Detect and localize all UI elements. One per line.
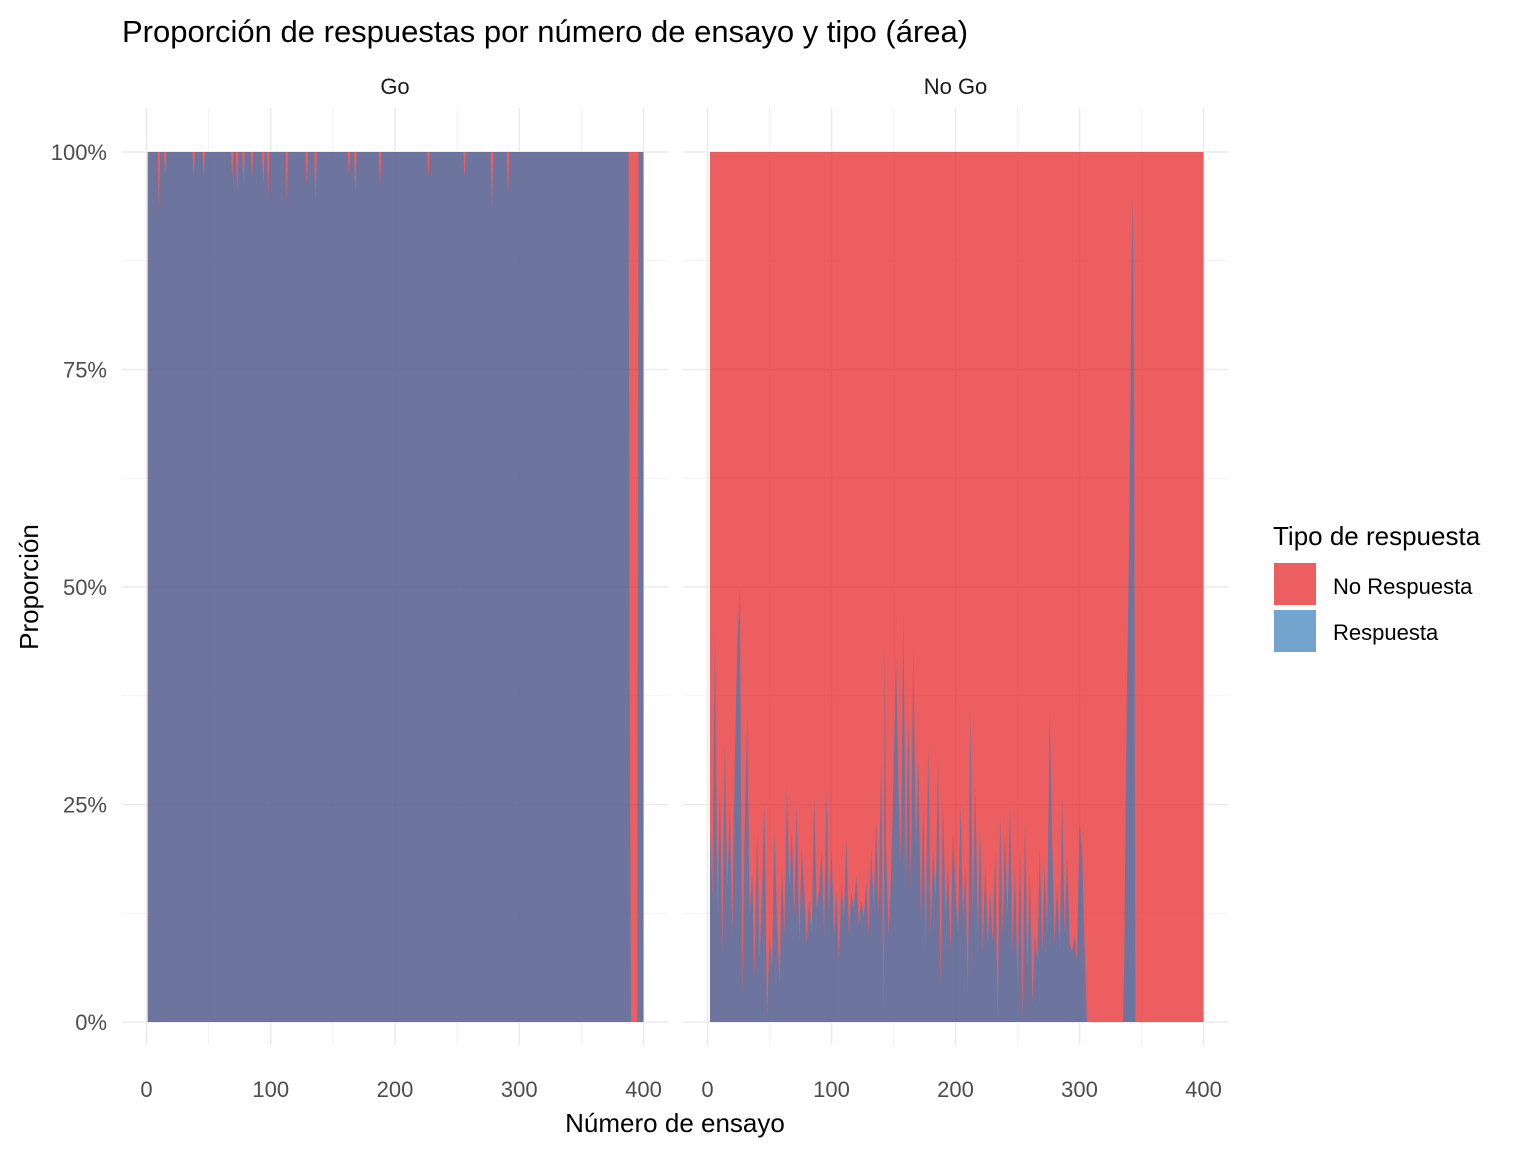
x-tick-label: 200 (937, 1077, 974, 1102)
facet-panel-1: No Go 0 100 200 300 400 (683, 74, 1228, 1102)
x-tick-label: 400 (1185, 1077, 1222, 1102)
legend: Tipo de respuesta No Respuesta Respuesta (1273, 521, 1481, 652)
x-tick-label: 0 (140, 1077, 152, 1102)
area-respuesta (147, 152, 644, 1022)
x-axis-title: Número de ensayo (565, 1108, 785, 1138)
x-tick-label: 300 (1061, 1077, 1098, 1102)
legend-label-no-respuesta: No Respuesta (1333, 574, 1473, 599)
y-tick-label: 50% (63, 575, 107, 600)
legend-key-no-respuesta (1274, 563, 1316, 605)
y-tick-label: 75% (63, 358, 107, 383)
facet-panel-0: Go 0 100 200 300 400 (122, 74, 668, 1102)
x-tick-label: 200 (377, 1077, 414, 1102)
legend-title: Tipo de respuesta (1273, 521, 1481, 551)
y-tick-label: 0% (75, 1010, 107, 1035)
x-tick-label: 100 (252, 1077, 289, 1102)
y-axis-title: Proporción (14, 524, 44, 650)
legend-label-respuesta: Respuesta (1333, 620, 1439, 645)
facet-panels: Go 0 100 200 300 400 No Go 0 100 200 300 400 0% 25% 50… (51, 74, 1228, 1102)
area-no-respuesta (709, 152, 1204, 1022)
x-tick-label: 0 (701, 1077, 713, 1102)
y-tick-label: 100% (51, 140, 107, 165)
x-tick-label: 400 (625, 1077, 662, 1102)
x-tick-label: 100 (813, 1077, 850, 1102)
chart-title: Proporción de respuestas por número de e… (122, 14, 968, 49)
facet-strip-label: Go (380, 74, 409, 99)
legend-key-respuesta (1274, 610, 1316, 652)
y-tick-label: 25% (63, 793, 107, 818)
facet-strip-label: No Go (924, 74, 988, 99)
x-tick-label: 300 (501, 1077, 538, 1102)
